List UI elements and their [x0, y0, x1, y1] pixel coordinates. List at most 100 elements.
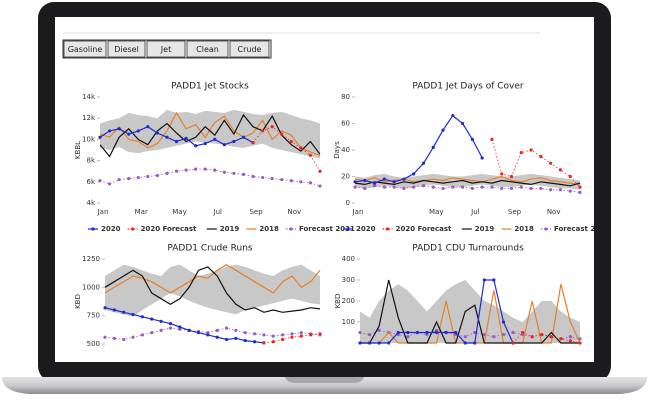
series-marker: [578, 341, 582, 345]
y-tick-label: 60: [341, 120, 350, 128]
series-marker: [222, 143, 226, 147]
series-marker: [290, 332, 294, 336]
tab-button[interactable]: [229, 40, 270, 58]
tab-label[interactable]: Gasoline: [68, 45, 103, 54]
series-marker: [431, 185, 435, 189]
series-marker: [500, 172, 504, 176]
y-tick-label: 10k: [82, 135, 96, 143]
chart-title: PADD1 Crude Runs: [167, 244, 253, 254]
series-marker: [558, 188, 563, 192]
series-marker: [406, 335, 410, 339]
series-marker: [232, 139, 236, 144]
series-marker: [299, 331, 303, 335]
tab-button[interactable]: [107, 40, 146, 58]
series-marker: [441, 128, 445, 132]
series-marker: [444, 330, 448, 335]
y-tick-label: 12k: [82, 114, 96, 122]
series-marker: [280, 178, 284, 182]
tab[interactable]: Crude: [229, 40, 270, 58]
laptop-base: [2, 377, 647, 394]
series-marker: [539, 155, 543, 159]
series-marker: [463, 335, 467, 339]
y-tick-label: 14k: [82, 93, 96, 101]
series-marker: [140, 333, 144, 337]
series-marker: [549, 188, 553, 192]
y-tick-label: 100: [342, 318, 355, 326]
series-marker: [473, 330, 477, 335]
series-marker: [270, 177, 274, 181]
y-tick-label: 80: [341, 93, 350, 101]
series-marker: [103, 306, 107, 310]
series-line: [104, 264, 321, 294]
series-marker: [174, 169, 179, 173]
series-marker: [281, 333, 285, 337]
y-tick-label: 40: [341, 146, 350, 154]
series-marker: [146, 174, 150, 179]
tab[interactable]: Clean: [186, 40, 229, 58]
series-marker: [234, 336, 238, 340]
series-marker: [98, 135, 102, 139]
y-axis-label: KBD: [334, 294, 342, 309]
tab-label[interactable]: Diesel: [114, 45, 139, 54]
series-marker: [241, 135, 246, 139]
tab-button[interactable]: [146, 40, 186, 58]
series-marker: [519, 185, 523, 189]
tab-label[interactable]: Crude: [238, 45, 262, 54]
legend-marker: [544, 227, 548, 231]
y-axis-label: KBBL: [74, 141, 82, 159]
series-marker: [451, 185, 455, 189]
tab[interactable]: Gasoline: [63, 40, 107, 58]
series-marker: [241, 172, 246, 176]
series-line: [99, 113, 321, 158]
series-marker: [281, 337, 285, 342]
series-marker: [187, 328, 191, 332]
series-marker: [530, 335, 534, 339]
series-marker: [454, 330, 458, 335]
tab[interactable]: Jet: [146, 40, 186, 58]
series-marker: [251, 174, 255, 179]
series-marker: [318, 332, 322, 336]
series-marker: [521, 330, 525, 335]
series-marker: [396, 330, 400, 335]
tab[interactable]: Diesel: [107, 40, 146, 58]
series-line: [512, 332, 581, 344]
legend-label: 2020: [356, 225, 376, 233]
y-tick-label: 750: [87, 312, 100, 320]
series-marker: [203, 142, 207, 146]
series-marker: [412, 185, 416, 189]
series-marker: [262, 333, 266, 337]
series-marker: [261, 129, 265, 133]
series-marker: [234, 328, 238, 332]
series-line: [360, 279, 580, 344]
tab-button[interactable]: [63, 40, 107, 58]
series-marker: [480, 156, 484, 160]
series-marker: [568, 174, 572, 179]
series-marker: [461, 121, 465, 126]
series-marker: [511, 330, 515, 335]
series-marker: [358, 341, 362, 345]
series-marker: [150, 317, 154, 321]
y-tick-label: 400: [342, 255, 355, 263]
range-band: [105, 264, 320, 317]
series-marker: [402, 177, 406, 181]
series-marker: [412, 172, 416, 176]
y-tick-label: 8k: [86, 157, 95, 165]
series-marker: [112, 308, 116, 312]
tab-label[interactable]: Jet: [160, 45, 171, 54]
series-marker: [112, 336, 116, 340]
tab-label[interactable]: Clean: [196, 45, 219, 54]
legend-label: Forecast 2021: [554, 225, 610, 233]
series-marker: [434, 330, 439, 335]
series-marker: [308, 181, 313, 185]
tab-button[interactable]: [186, 40, 229, 58]
series-marker: [261, 175, 265, 180]
series-marker: [353, 185, 357, 189]
series-marker: [140, 315, 144, 319]
series-line: [354, 185, 581, 193]
chart: PADD1 CDU Turnarounds KBD 100 200 300 400: [334, 244, 582, 345]
series-marker: [490, 137, 494, 141]
y-axis-label: KBD: [74, 294, 82, 309]
series-marker: [529, 148, 533, 152]
series-marker: [509, 174, 514, 179]
series-marker: [215, 328, 219, 332]
